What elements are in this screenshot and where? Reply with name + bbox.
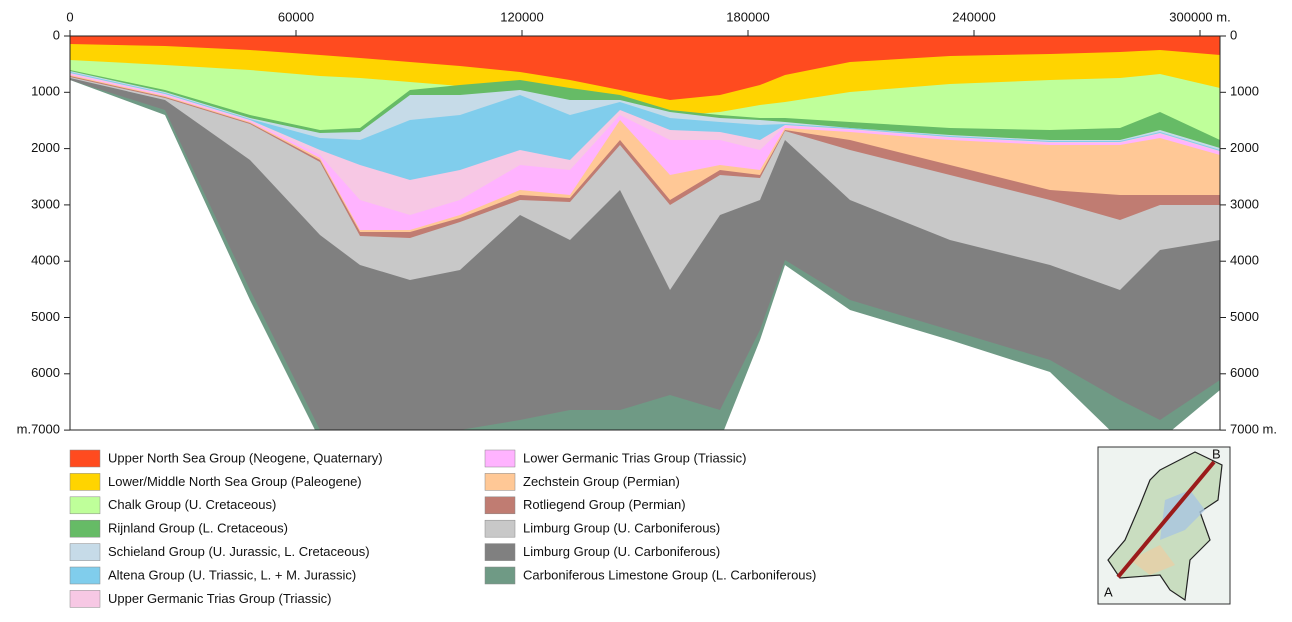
y-tick-label-right: 2000 [1230, 140, 1259, 155]
location-map: A B [1097, 446, 1231, 605]
legend-swatch [484, 543, 516, 561]
legend-label: Carboniferous Limestone Group (L. Carbon… [523, 567, 816, 582]
legend-label: Upper Germanic Trias Group (Triassic) [108, 591, 331, 606]
legend-label: Schieland Group (U. Jurassic, L. Cretace… [108, 544, 370, 559]
y-tick-label-right: 7000 m. [1230, 422, 1277, 437]
legend-swatch [484, 496, 516, 515]
map-region [1130, 545, 1175, 575]
legend-label: Lower/Middle North Sea Group (Paleogene) [108, 474, 362, 489]
y-tick-label-right: 0 [1230, 27, 1237, 42]
legend-swatch [69, 473, 101, 491]
map-region [1160, 490, 1205, 540]
y-tick-label-left: 6000 [31, 365, 60, 380]
legend-swatch [484, 519, 516, 538]
y-tick-label-right: 4000 [1230, 253, 1259, 268]
plot-frame [69, 35, 1221, 431]
map-label-end: B [1212, 446, 1221, 461]
y-tick-label-right: 1000 [1230, 84, 1259, 99]
legend-label: Lower Germanic Trias Group (Triassic) [523, 450, 746, 465]
legend-label: Limburg Group (U. Carboniferous) [523, 521, 720, 536]
y-tick-label-left: 0 [53, 27, 60, 42]
y-tick-label-left: 2000 [31, 140, 60, 155]
x-tick-label: 240000 [952, 9, 995, 24]
x-tick-label: 300000 m. [1169, 9, 1230, 24]
y-tick-label-right: 6000 [1230, 365, 1259, 380]
y-tick-label-left: m.7000 [17, 422, 60, 437]
x-tick-label: 180000 [726, 9, 769, 24]
y-tick-label-left: 3000 [31, 196, 60, 211]
legend-label: Altena Group (U. Triassic, L. + M. Juras… [108, 567, 356, 582]
below-section [70, 80, 1220, 430]
legend-swatch [69, 543, 101, 561]
section-line [1116, 460, 1216, 579]
x-tick-label: 60000 [278, 9, 314, 24]
x-tick-label: 120000 [500, 9, 543, 24]
y-tick-label-right: 3000 [1230, 196, 1259, 211]
map-label-start: A [1104, 584, 1113, 599]
legend: Upper North Sea Group (Neogene, Quaterna… [69, 449, 816, 608]
legend-swatch [69, 566, 101, 585]
legend-label: Chalk Group (U. Cretaceous) [108, 497, 276, 512]
legend-swatch [69, 519, 101, 538]
legend-label: Upper North Sea Group (Neogene, Quaterna… [108, 450, 383, 465]
legend-swatch [484, 473, 516, 491]
y-tick-label-left: 5000 [31, 309, 60, 324]
y-tick-label-left: 1000 [31, 84, 60, 99]
legend-label: Zechstein Group (Permian) [523, 474, 680, 489]
legend-label: Rotliegend Group (Permian) [523, 497, 686, 512]
y-tick-label-left: 4000 [31, 253, 60, 268]
legend-swatch [484, 566, 516, 585]
legend-swatch [484, 449, 516, 468]
y-tick-label-right: 5000 [1230, 309, 1259, 324]
legend-label: Rijnland Group (L. Cretaceous) [108, 521, 288, 536]
x-tick-label: 0 [66, 9, 73, 24]
legend-label: Limburg Group (U. Carboniferous) [523, 544, 720, 559]
legend-swatch [69, 496, 101, 515]
legend-swatch [69, 590, 101, 608]
legend-swatch [69, 449, 101, 468]
cross-section [70, 36, 1220, 430]
